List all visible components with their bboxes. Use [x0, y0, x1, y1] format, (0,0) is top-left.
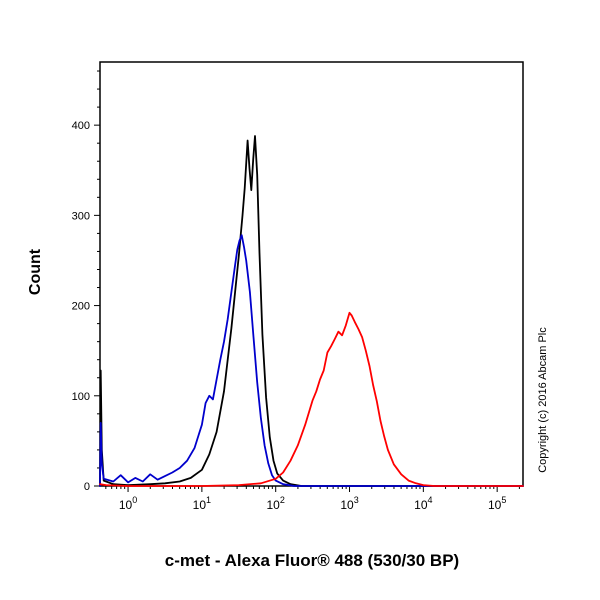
x-tick-label: 102 — [267, 495, 285, 512]
y-tick-label: 200 — [72, 301, 90, 313]
x-tick-label: 104 — [414, 495, 432, 512]
red-curve — [99, 311, 524, 487]
plot-frame — [99, 61, 524, 487]
y-tick-label: 400 — [72, 120, 90, 132]
y-axis-title: Count — [27, 248, 44, 296]
x-axis-title: c-met - Alexa Fluor® 488 (530/30 BP) — [164, 551, 460, 570]
x-tick-label: 100 — [119, 495, 137, 512]
y-tick-label: 0 — [84, 481, 90, 493]
black-curve — [99, 135, 524, 487]
x-tick-label: 101 — [193, 495, 211, 512]
y-tick-label: 300 — [72, 210, 90, 222]
x-tick-label: 105 — [488, 495, 506, 512]
blue-curve — [99, 234, 524, 487]
y-tick-label: 100 — [72, 391, 90, 403]
x-tick-label: 103 — [340, 495, 358, 512]
copyright-text: Copyright (c) 2016 Abcam Plc — [537, 327, 549, 473]
